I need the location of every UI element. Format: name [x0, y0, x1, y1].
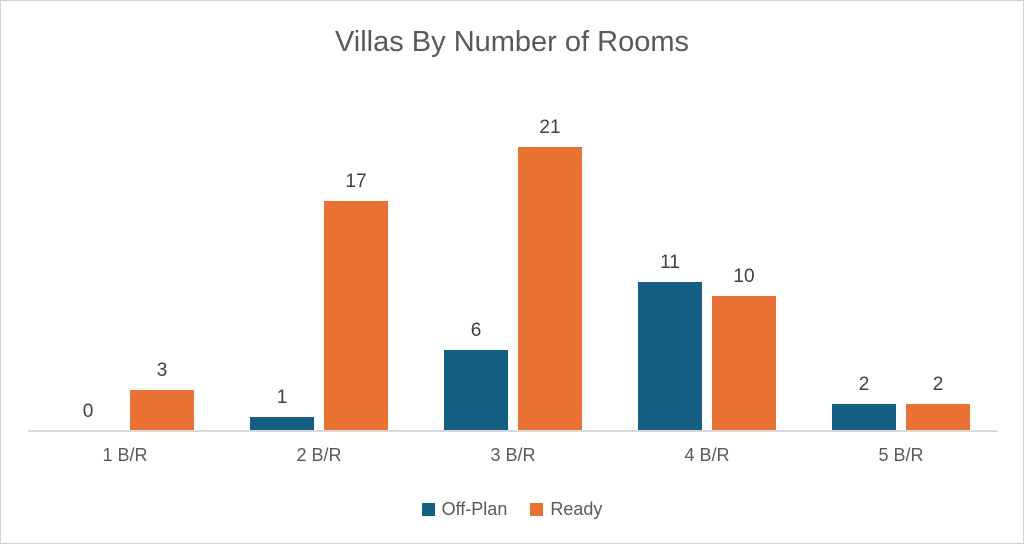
- bar-off-plan-4-b-r: [638, 282, 702, 431]
- data-label-ready-4-b-r: 10: [733, 266, 755, 287]
- x-axis-label-5-b-r: 5 B/R: [878, 445, 924, 465]
- x-axis-label-4-b-r: 4 B/R: [684, 445, 730, 465]
- bar-off-plan-2-b-r: [250, 417, 314, 431]
- bar-off-plan-3-b-r: [444, 350, 508, 431]
- legend-item-off-plan: Off-Plan: [421, 499, 508, 520]
- bar-ready-5-b-r: [906, 404, 970, 431]
- x-axis-line: [28, 430, 998, 432]
- bar-ready-3-b-r: [518, 147, 582, 431]
- legend-item-ready: Ready: [530, 499, 602, 520]
- bar-ready-4-b-r: [712, 296, 776, 431]
- data-label-ready-1-b-r: 3: [156, 360, 168, 381]
- bar-ready-1-b-r: [130, 390, 194, 431]
- x-axis-label-2-b-r: 2 B/R: [296, 445, 342, 465]
- data-label-ready-5-b-r: 2: [932, 374, 944, 395]
- legend-swatch-ready: [530, 503, 544, 516]
- bar-ready-2-b-r: [324, 201, 388, 431]
- bar-off-plan-5-b-r: [832, 404, 896, 431]
- x-axis-label-1-b-r: 1 B/R: [102, 445, 148, 465]
- chart-title: Villas By Number of Rooms: [334, 26, 690, 58]
- x-axis-label-3-b-r: 3 B/R: [490, 445, 536, 465]
- data-label-off-plan-5-b-r: 2: [858, 374, 870, 395]
- legend: Off-Plan Ready: [1, 499, 1023, 520]
- data-label-off-plan-4-b-r: 11: [660, 252, 680, 273]
- data-label-off-plan-1-b-r: 0: [82, 401, 94, 422]
- data-label-ready-3-b-r: 21: [539, 117, 561, 138]
- legend-label-off-plan: Off-Plan: [441, 499, 508, 519]
- legend-label-ready: Ready: [550, 499, 603, 519]
- data-label-off-plan-2-b-r: 1: [276, 387, 288, 408]
- legend-swatch-off-plan: [421, 503, 435, 516]
- data-label-off-plan-3-b-r: 6: [470, 320, 482, 341]
- data-label-ready-2-b-r: 17: [345, 171, 367, 192]
